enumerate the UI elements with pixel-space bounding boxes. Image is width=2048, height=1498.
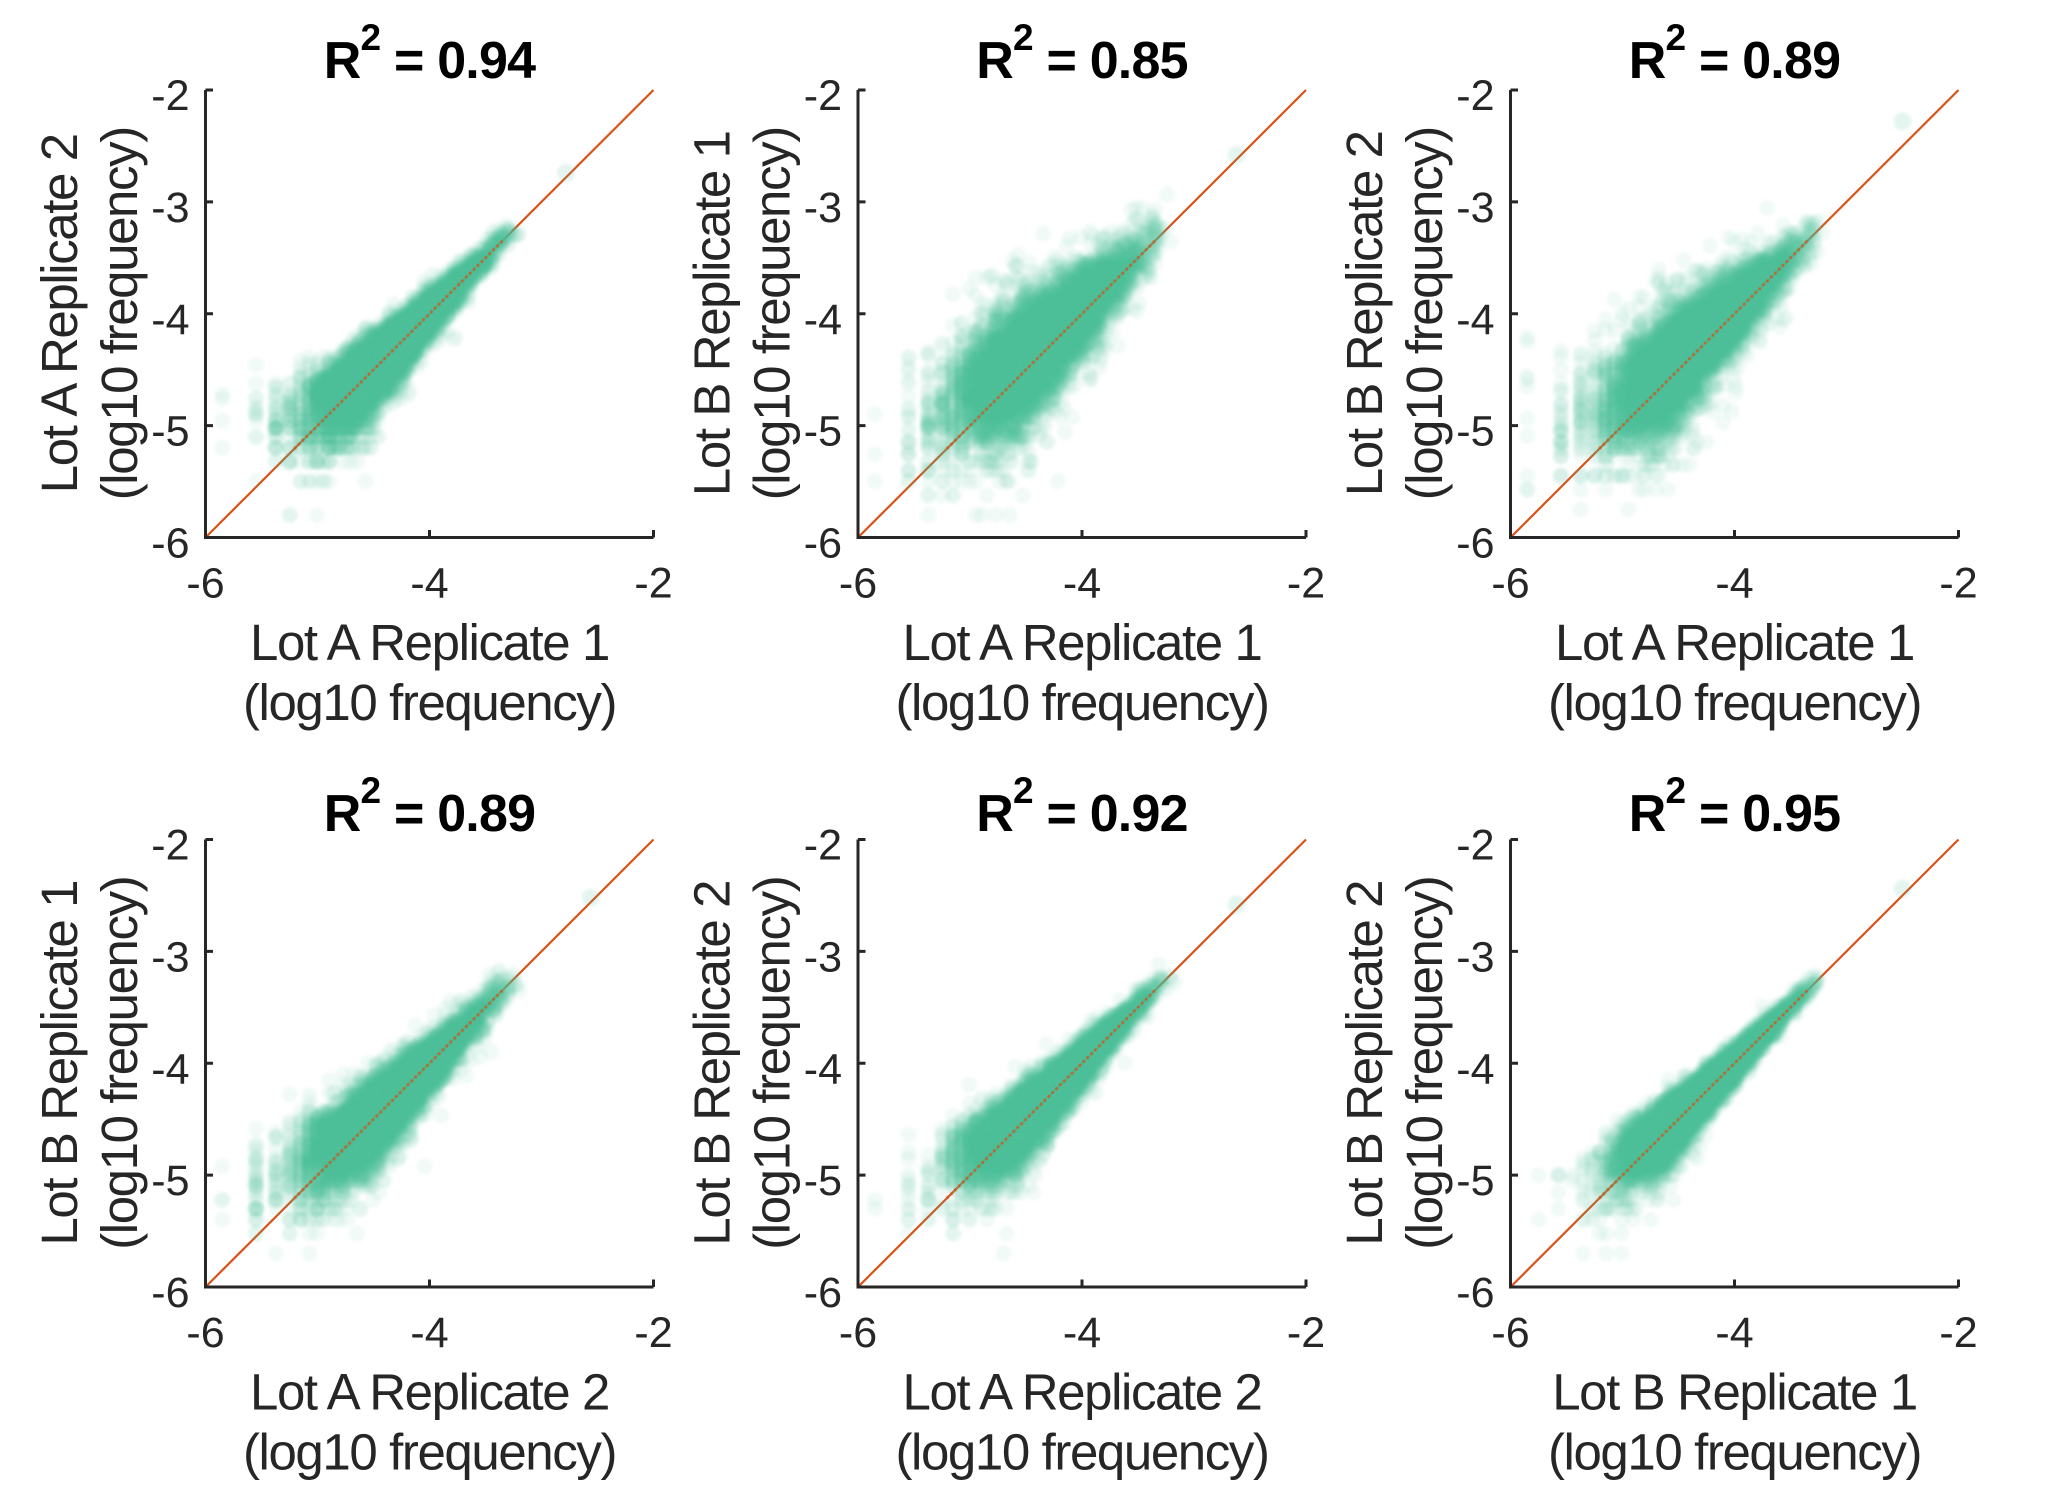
svg-text:Lot B Replicate 1: Lot B Replicate 1 <box>684 131 741 496</box>
svg-text:(log10 frequency): (log10 frequency) <box>91 127 148 500</box>
svg-text:-6: -6 <box>186 560 224 608</box>
svg-text:-3: -3 <box>151 933 189 981</box>
svg-text:-3: -3 <box>1456 933 1494 981</box>
svg-text:Lot A Replicate 1: Lot A Replicate 1 <box>1555 614 1914 671</box>
svg-text:-6: -6 <box>1491 560 1529 608</box>
svg-text:-5: -5 <box>1456 408 1494 456</box>
svg-text:-6: -6 <box>839 1309 877 1357</box>
svg-text:-6: -6 <box>839 560 877 608</box>
svg-text:-4: -4 <box>1715 1309 1753 1357</box>
svg-text:(log10 frequency): (log10 frequency) <box>895 1424 1268 1481</box>
svg-text:-2: -2 <box>634 1309 672 1357</box>
svg-text:-4: -4 <box>1715 560 1753 608</box>
svg-text:-4: -4 <box>804 1045 842 1093</box>
svg-text:Lot A Replicate 2: Lot A Replicate 2 <box>31 134 88 493</box>
svg-text:-6: -6 <box>804 520 842 568</box>
svg-text:-2: -2 <box>151 822 189 870</box>
svg-text:-2: -2 <box>1287 560 1325 608</box>
svg-text:R2 = 0.94: R2 = 0.94 <box>324 17 536 90</box>
svg-text:-4: -4 <box>151 1045 189 1093</box>
svg-text:Lot A Replicate 1: Lot A Replicate 1 <box>903 614 1262 671</box>
svg-text:-4: -4 <box>1063 1309 1101 1357</box>
svg-text:(log10 frequency): (log10 frequency) <box>744 877 801 1250</box>
svg-text:-3: -3 <box>804 184 842 232</box>
svg-text:(log10 frequency): (log10 frequency) <box>744 127 801 500</box>
svg-text:-2: -2 <box>151 72 189 120</box>
svg-text:-3: -3 <box>804 933 842 981</box>
svg-text:-3: -3 <box>1456 184 1494 232</box>
svg-text:(log10 frequency): (log10 frequency) <box>1396 877 1453 1250</box>
svg-text:(log10 frequency): (log10 frequency) <box>895 674 1268 731</box>
svg-text:-2: -2 <box>634 560 672 608</box>
svg-text:Lot A Replicate 2: Lot A Replicate 2 <box>250 1364 609 1421</box>
svg-text:-6: -6 <box>1456 1269 1494 1317</box>
svg-text:Lot A Replicate 2: Lot A Replicate 2 <box>903 1364 1262 1421</box>
svg-text:-5: -5 <box>151 408 189 456</box>
svg-text:R2 = 0.95: R2 = 0.95 <box>1629 770 1840 843</box>
svg-text:-2: -2 <box>804 822 842 870</box>
svg-text:R2 = 0.89: R2 = 0.89 <box>1629 17 1840 90</box>
svg-text:-2: -2 <box>804 72 842 120</box>
svg-text:-6: -6 <box>1491 1309 1529 1357</box>
svg-text:(log10 frequency): (log10 frequency) <box>243 674 616 731</box>
svg-text:(log10 frequency): (log10 frequency) <box>91 877 148 1250</box>
svg-text:Lot B Replicate 2: Lot B Replicate 2 <box>1336 131 1393 496</box>
svg-text:-6: -6 <box>151 520 189 568</box>
svg-text:R2 = 0.85: R2 = 0.85 <box>976 17 1187 90</box>
svg-text:-2: -2 <box>1939 560 1977 608</box>
svg-text:Lot B Replicate 2: Lot B Replicate 2 <box>1336 881 1393 1246</box>
svg-text:-6: -6 <box>1456 520 1494 568</box>
svg-text:-4: -4 <box>1456 296 1494 344</box>
svg-text:(log10 frequency): (log10 frequency) <box>243 1424 616 1481</box>
svg-text:-3: -3 <box>151 184 189 232</box>
svg-text:-4: -4 <box>151 296 189 344</box>
svg-text:Lot B Replicate 1: Lot B Replicate 1 <box>31 881 88 1246</box>
svg-text:-4: -4 <box>410 1309 448 1357</box>
svg-text:-5: -5 <box>804 408 842 456</box>
svg-text:(log10 frequency): (log10 frequency) <box>1548 674 1921 731</box>
svg-text:(log10 frequency): (log10 frequency) <box>1548 1424 1921 1481</box>
svg-text:-6: -6 <box>186 1309 224 1357</box>
svg-text:Lot B Replicate 1: Lot B Replicate 1 <box>1552 1364 1917 1421</box>
svg-text:-4: -4 <box>804 296 842 344</box>
svg-text:-6: -6 <box>804 1269 842 1317</box>
svg-text:-2: -2 <box>1939 1309 1977 1357</box>
svg-text:Lot A Replicate 1: Lot A Replicate 1 <box>250 614 609 671</box>
svg-text:-5: -5 <box>151 1157 189 1205</box>
svg-text:-5: -5 <box>804 1157 842 1205</box>
svg-text:R2 = 0.89: R2 = 0.89 <box>324 770 535 843</box>
svg-text:R2 = 0.92: R2 = 0.92 <box>976 770 1187 843</box>
svg-text:-5: -5 <box>1456 1157 1494 1205</box>
svg-text:Lot B Replicate 2: Lot B Replicate 2 <box>684 881 741 1246</box>
svg-text:-2: -2 <box>1456 72 1494 120</box>
svg-text:-2: -2 <box>1456 822 1494 870</box>
svg-text:-4: -4 <box>1456 1045 1494 1093</box>
svg-text:(log10 frequency): (log10 frequency) <box>1396 127 1453 500</box>
svg-text:-4: -4 <box>410 560 448 608</box>
svg-text:-6: -6 <box>151 1269 189 1317</box>
svg-text:-2: -2 <box>1287 1309 1325 1357</box>
svg-text:-4: -4 <box>1063 560 1101 608</box>
